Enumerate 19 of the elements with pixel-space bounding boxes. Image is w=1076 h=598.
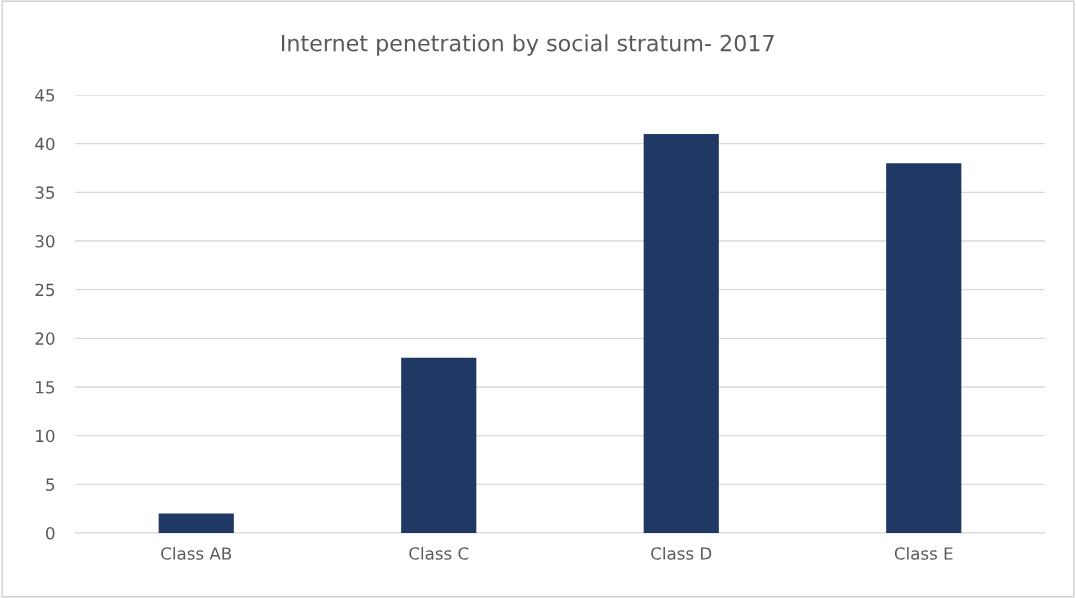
x-tick-label: Class C [409,546,469,560]
y-tick-label: 30 [35,234,55,248]
y-tick-label: 5 [46,478,55,491]
x-tick-label: Class E [894,546,953,560]
y-tick-label: 20 [35,332,55,345]
x-tick-label: Class D [651,546,712,560]
y-tick-label: 25 [35,283,55,297]
y-tick-label: 40 [35,137,55,151]
y-tick-label: 15 [36,381,55,394]
y-tick-label: 45 [35,89,55,102]
y-tick-label: 35 [35,186,55,199]
x-tick-label: Class AB [161,546,232,560]
chart-title: Internet penetration by social stratum- 2017 [282,34,774,56]
bar [158,513,234,533]
bar [401,357,477,533]
y-tick-label: 10 [36,429,55,443]
bar [886,163,962,533]
y-tick-label: 0 [46,526,55,540]
bar [643,133,719,533]
